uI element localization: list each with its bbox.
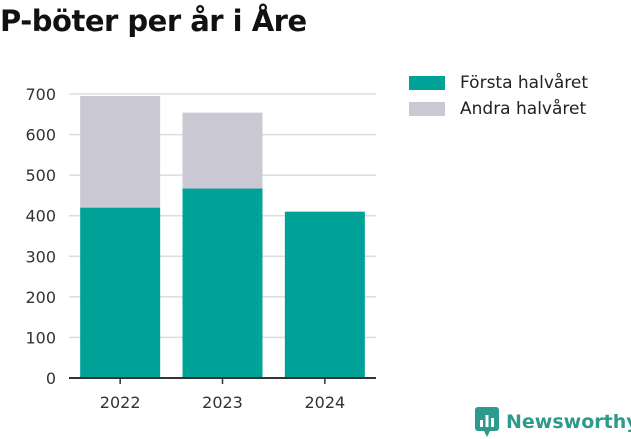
- x-tick-label: 2023: [202, 393, 243, 412]
- legend-item-first-half: Första halvåret: [409, 70, 588, 96]
- bars: [80, 96, 365, 378]
- bar-2023-first-half: [182, 188, 263, 378]
- y-tick-label: 0: [46, 369, 56, 388]
- brand-name: Newsworthy: [506, 411, 631, 433]
- brand-logo: Newsworthy: [475, 407, 631, 437]
- legend-swatch-first-half: [409, 76, 445, 90]
- y-tick-label: 400: [25, 207, 56, 226]
- y-tick-label: 500: [25, 166, 56, 185]
- chart-title: P-böter per år i Åre: [0, 4, 307, 38]
- bar-2023-second-half: [182, 112, 263, 189]
- legend-item-second-half: Andra halvåret: [409, 96, 588, 122]
- bar-2022-second-half: [80, 96, 161, 208]
- y-tick-label: 300: [25, 247, 56, 266]
- legend-label-first-half: Första halvåret: [460, 73, 589, 93]
- x-tick-label: 2022: [100, 393, 141, 412]
- legend-swatch-second-half: [409, 102, 445, 116]
- newsworthy-logo-icon: [475, 407, 499, 437]
- legend: Första halvåret Andra halvåret: [409, 70, 588, 122]
- legend-label-second-half: Andra halvåret: [460, 99, 587, 119]
- bar-2024-first-half: [284, 211, 365, 378]
- y-tick-label: 100: [25, 328, 56, 347]
- bar-2022-first-half: [80, 207, 161, 378]
- y-tick-label: 200: [25, 288, 56, 307]
- axes: 0 100 200 300 400 500 600 700 2022 2023 2024: [25, 85, 376, 412]
- y-tick-label: 600: [25, 126, 56, 145]
- y-tick-label: 700: [25, 85, 56, 104]
- x-tick-label: 2024: [304, 393, 345, 412]
